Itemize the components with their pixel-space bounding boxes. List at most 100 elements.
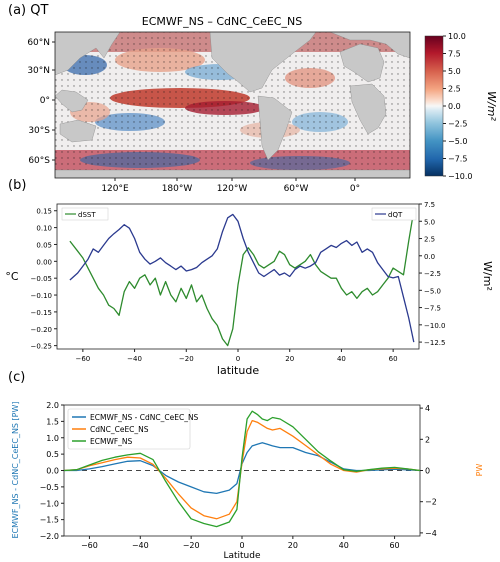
colorbar: [424, 35, 444, 177]
panel-c-ylabel-right: PW: [475, 464, 484, 477]
colorbar-ticks: 10.0 7.5 5.0 2.5 0.0 −2.5 −5.0 −7.5 −10.0: [443, 32, 473, 181]
ytick-left-label: 0.05: [36, 241, 52, 249]
ytick-left-label: 0.00: [36, 258, 52, 266]
ytick-left-label: −2.0: [40, 532, 59, 541]
ytick-right-label: 5.0: [424, 218, 435, 226]
xtick-label: 20: [285, 355, 294, 363]
xtick-label: −20: [183, 541, 200, 550]
ytick-left-label: 1.0: [46, 434, 59, 443]
ytick-right-label: 0: [425, 467, 430, 476]
ytick-right-label: 2: [425, 435, 430, 444]
ytick-right-label: −5.0: [424, 287, 441, 295]
colorbar-tick-label: 0.0: [448, 102, 461, 111]
colorbar-tick-label: 7.5: [448, 50, 461, 59]
map-ytick-label: 60°S: [28, 156, 50, 166]
ytick-left-label: 0.15: [36, 208, 52, 216]
ytick-left-label: 2.0: [46, 401, 59, 410]
ytick-right-label: −10.0: [424, 322, 445, 330]
series-line-ecmwf-ns: [64, 410, 420, 528]
map-y-ticks: 60°N 30°N 0° 30°S 60°S: [27, 38, 55, 166]
series-line-cdnc-ceec-ns: [64, 419, 420, 520]
xtick-label: 60: [389, 355, 398, 363]
ytick-right-label: 7.5: [424, 201, 435, 209]
xtick-label: 60: [389, 541, 399, 550]
ytick-right-label: 0.0: [424, 253, 435, 261]
colorbar-tick-label: 10.0: [448, 32, 466, 41]
panel-a-label: (a) QT: [8, 3, 49, 18]
panel-c-axes: −60 −40 −20 0 20 40 602.01.51.00.50.0−0.5−1.0−…: [40, 401, 437, 550]
xtick-label: 0: [239, 541, 244, 550]
ytick-left-label: −0.20: [31, 326, 52, 334]
ytick-left-label: 0.10: [36, 225, 52, 233]
xtick-label: 40: [339, 541, 349, 550]
map-area: [55, 32, 410, 178]
ytick-right-label: −2: [425, 498, 437, 507]
panel-b-frame: [56, 203, 420, 350]
colorbar-tick-label: 2.5: [448, 85, 461, 94]
ytick-left-label: 0.0: [46, 467, 59, 476]
xtick-label: −40: [132, 541, 149, 550]
ytick-right-label: −7.5: [424, 305, 441, 313]
ytick-left-label: −0.05: [31, 275, 52, 283]
panel-b-series: [69, 210, 415, 347]
ytick-right-label: 4: [425, 404, 430, 413]
panel-b-legend-left: dSST: [61, 207, 109, 221]
xtick-label: −60: [75, 355, 90, 363]
legend-entry: ECMWF_NS: [90, 437, 133, 446]
xtick-label: 0: [236, 355, 240, 363]
panel-c-xlabel: Latitude: [223, 551, 261, 561]
ytick-left-label: −0.5: [40, 483, 59, 492]
ytick-left-label: −1.0: [40, 499, 59, 508]
panel-c-series: [64, 410, 420, 528]
legend-entry: CdNC_CeEC_NS: [90, 425, 149, 434]
panel-b-axes: −60 −40 −20 0 20 40 60 0.15 0.10 0.05 0.00 −0.05 −0.…: [31, 201, 446, 363]
map-xtick-label: 0°: [350, 184, 360, 194]
map-title: ECMWF_NS – CdNC_CeEC_NS: [142, 15, 302, 28]
panel-c-label: (c): [8, 370, 26, 385]
legend-entry: ECMWF_NS - CdNC_CeEC_NS: [90, 413, 199, 422]
xtick-label: 20: [288, 541, 298, 550]
legend-dqt: dQT: [388, 211, 403, 219]
ytick-right-label: −2.5: [424, 270, 441, 278]
ytick-left-label: 0.5: [46, 450, 59, 459]
colorbar-tick-label: −10.0: [448, 172, 473, 181]
panel-b-ylabel-left: °C: [5, 270, 19, 283]
colorbar-tick-label: −2.5: [448, 120, 467, 129]
xtick-label: 40: [337, 355, 346, 363]
colorbar-tick-label: −7.5: [448, 155, 467, 164]
map-ytick-label: 30°N: [27, 66, 50, 76]
series-line-dsst: [69, 210, 415, 347]
ytick-left-label: −1.5: [40, 516, 59, 525]
ytick-left-label: −0.15: [31, 309, 52, 317]
panel-b-legend-right: dQT: [371, 207, 417, 221]
ytick-left-label: −0.25: [31, 343, 52, 351]
panel-b-ylabel-right: W/m²: [481, 261, 494, 291]
series-line-dqt: [69, 213, 415, 343]
xtick-label: −20: [179, 355, 194, 363]
map-ytick-label: 60°N: [27, 38, 50, 48]
colorbar-tick-label: 5.0: [448, 67, 461, 76]
map-ytick-label: 0°: [40, 96, 50, 106]
series-line-ecmwf-ns-cdnc-ceec-ns: [64, 442, 420, 495]
map-xtick-label: 120°W: [217, 184, 248, 194]
xtick-label: −60: [81, 541, 98, 550]
map-x-ticks: 120°E 180°W 120°W 60°W 0°: [101, 178, 360, 194]
panel-c-legend: ECMWF_NS - CdNC_CeEC_NS CdNC_CeEC_NS ECMWF…: [67, 408, 199, 450]
xtick-label: −40: [127, 355, 142, 363]
panel-b-label: (b): [8, 178, 27, 193]
ytick-right-label: −12.5: [424, 339, 445, 347]
colorbar-tick-label: −5.0: [448, 137, 467, 146]
map-xtick-label: 180°W: [162, 184, 193, 194]
ytick-right-label: 2.5: [424, 236, 435, 244]
panel-b-xlabel: latitude: [217, 364, 259, 377]
colorbar-label: W/m²: [485, 91, 498, 121]
ytick-left-label: −0.10: [31, 292, 52, 300]
map-xtick-label: 60°W: [284, 184, 309, 194]
legend-dsst: dSST: [78, 211, 96, 219]
map-ytick-label: 30°S: [28, 126, 50, 136]
map-xtick-label: 120°E: [101, 184, 129, 194]
legend-box: [67, 408, 191, 450]
land-masses: [55, 32, 410, 178]
panel-c-ylabel-left: ECMWF_NS - CdNC_CeEC_NS [PW]: [11, 401, 20, 538]
